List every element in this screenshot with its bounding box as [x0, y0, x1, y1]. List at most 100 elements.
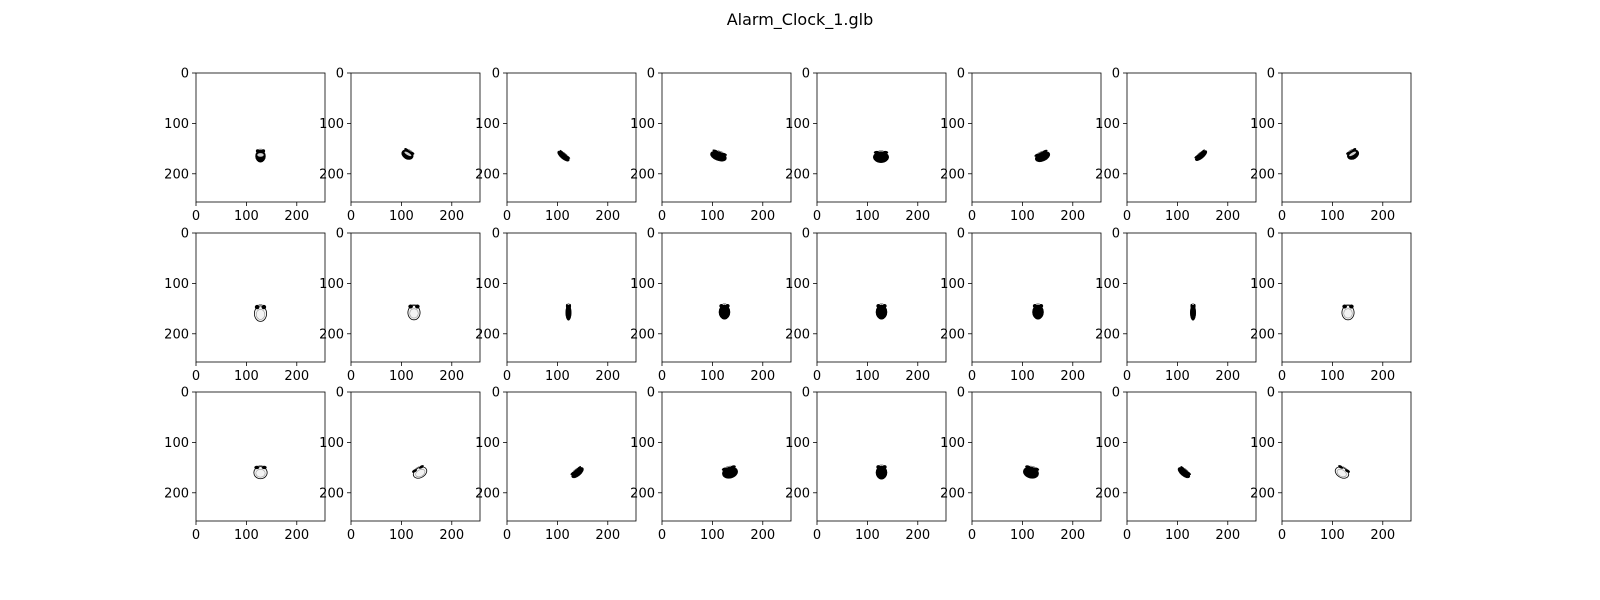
panel-8: 0 100 200 0 100 200 [1250, 67, 1412, 224]
panel-frame [1281, 232, 1412, 363]
panel-18: 0 100 200 0 100 200 [319, 386, 481, 543]
x-tick-label: 100 [1165, 528, 1190, 543]
panel-19: 0 100 200 0 100 200 [475, 386, 637, 543]
x-tick-label: 0 [192, 209, 200, 224]
clock-bell [1033, 467, 1040, 471]
clock-bell [254, 304, 260, 310]
panel-background [817, 73, 946, 202]
panel-7: 0 100 200 0 100 200 [1095, 67, 1257, 224]
clock-silhouette [401, 148, 415, 160]
clock-face [415, 468, 426, 478]
clock-silhouette [1034, 149, 1051, 163]
clock-silhouette [407, 304, 421, 321]
clock-bell [876, 465, 881, 469]
clock-body [1189, 304, 1197, 321]
x-tick-label: 0 [503, 369, 511, 384]
x-tick-label: 100 [1010, 528, 1035, 543]
y-tick-label: 0 [1112, 67, 1120, 82]
clock-bell [559, 149, 565, 154]
clock-body [718, 304, 731, 320]
x-tick-label: 200 [1370, 209, 1395, 224]
y-tick-label: 0 [1267, 386, 1275, 401]
panel-background [1127, 392, 1256, 521]
panel-20: 0 100 200 0 100 200 [630, 386, 792, 543]
panel-1: 0 100 200 0 100 200 [164, 67, 326, 224]
y-tick-label: 0 [336, 227, 344, 242]
y-tick-label: 0 [802, 227, 810, 242]
y-tick-label: 100 [1095, 117, 1120, 132]
x-tick-label: 200 [1215, 528, 1240, 543]
clock-handle [408, 149, 412, 152]
y-tick-label: 100 [319, 436, 344, 451]
panel-2: 0 100 200 0 100 200 [319, 67, 481, 224]
panel-14: 0 100 200 0 100 200 [940, 227, 1102, 384]
x-tick-label: 0 [347, 369, 355, 384]
clock-bell [1342, 304, 1347, 309]
panel-24: 0 100 200 0 100 200 [1250, 386, 1412, 543]
panel-frame [506, 391, 637, 522]
clock-bell [1032, 303, 1038, 309]
x-tick-label: 0 [503, 209, 511, 224]
x-tick-label: 0 [813, 369, 821, 384]
x-tick-label: 0 [658, 528, 666, 543]
panel-5: 0 100 200 0 100 200 [785, 67, 947, 224]
panel-3: 0 100 200 0 100 200 [475, 67, 637, 224]
x-tick-label: 200 [595, 369, 620, 384]
x-tick-label: 0 [968, 528, 976, 543]
x-tick-label: 200 [905, 369, 930, 384]
panel-12: 0 100 200 0 100 200 [630, 227, 792, 384]
x-tick-label: 100 [1165, 209, 1190, 224]
x-tick-label: 100 [1320, 209, 1345, 224]
clock-bell [576, 466, 581, 470]
clock-silhouette [1346, 148, 1360, 160]
x-tick-label: 200 [905, 528, 930, 543]
panel-frame [971, 72, 1102, 203]
clock-bell [570, 471, 575, 475]
clock-face [409, 308, 419, 319]
y-tick-label: 100 [164, 436, 189, 451]
clock-bell [1190, 303, 1193, 309]
x-tick-label: 100 [855, 369, 880, 384]
y-tick-label: 100 [940, 277, 965, 292]
x-tick-label: 0 [813, 528, 821, 543]
clock-bell [721, 152, 728, 156]
panel-10: 0 100 200 0 100 200 [319, 227, 481, 384]
y-tick-label: 100 [630, 436, 655, 451]
clock-body [565, 304, 572, 321]
panel-background [507, 73, 636, 202]
clock-body [571, 467, 584, 479]
x-tick-label: 200 [750, 369, 775, 384]
y-tick-label: 0 [181, 386, 189, 401]
y-tick-label: 100 [319, 277, 344, 292]
clock-handle [1030, 465, 1035, 468]
panel-background [196, 233, 325, 362]
clock-silhouette [1194, 149, 1208, 161]
x-tick-label: 200 [1215, 209, 1240, 224]
clock-silhouette [412, 465, 428, 479]
clock-handle [1038, 150, 1043, 154]
y-tick-label: 200 [475, 486, 500, 501]
x-tick-label: 100 [389, 209, 414, 224]
y-tick-label: 100 [475, 436, 500, 451]
clock-body [1032, 304, 1044, 320]
panel-background [351, 73, 480, 202]
x-tick-label: 0 [813, 209, 821, 224]
panel-background [662, 392, 791, 521]
y-tick-label: 0 [1112, 386, 1120, 401]
clock-face [257, 153, 264, 157]
x-tick-label: 200 [439, 369, 464, 384]
clock-bell [1038, 303, 1044, 309]
y-tick-label: 200 [785, 327, 810, 342]
panel-frame [1126, 391, 1257, 522]
clock-bell [882, 150, 889, 154]
y-tick-label: 0 [957, 386, 965, 401]
clock-face [255, 468, 266, 478]
x-tick-label: 200 [750, 209, 775, 224]
y-tick-label: 0 [957, 67, 965, 82]
y-tick-label: 100 [1095, 277, 1120, 292]
clock-body [872, 151, 890, 163]
x-tick-label: 0 [1278, 209, 1286, 224]
x-tick-label: 200 [1060, 369, 1085, 384]
panel-frame [971, 391, 1102, 522]
